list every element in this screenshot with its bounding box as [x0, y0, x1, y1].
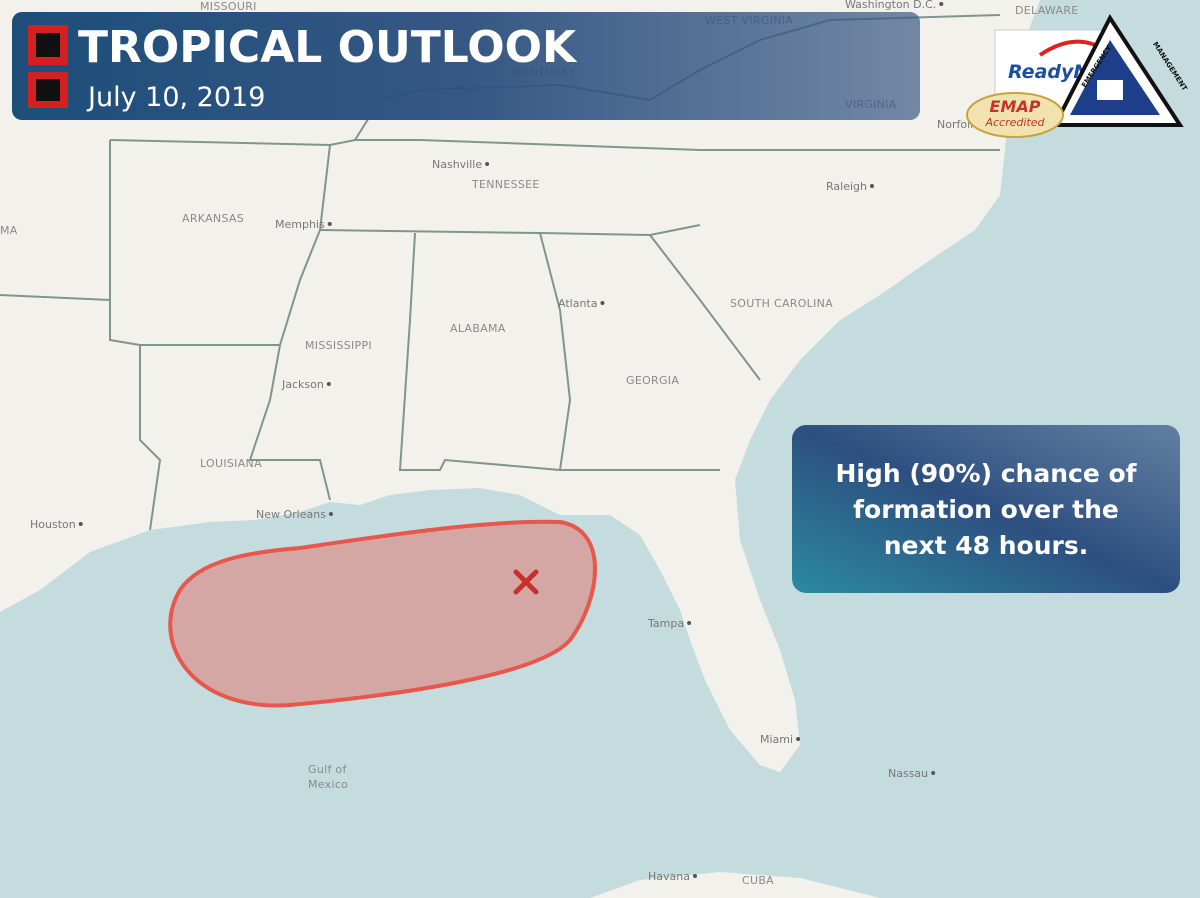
map-label: Norfolk — [937, 118, 977, 131]
map-label: Mexico — [308, 778, 348, 791]
map-label: MA — [0, 224, 18, 237]
map-label: Tampa — [647, 617, 684, 630]
city-dot — [600, 301, 605, 305]
title-banner — [12, 12, 920, 120]
callout-line: High (90%) chance of — [835, 459, 1137, 488]
map-label: New Orleans — [256, 508, 326, 521]
title-icon-inner — [36, 33, 60, 57]
map-label: Raleigh — [826, 180, 867, 193]
city-dot — [326, 382, 331, 386]
callout-line: formation over the — [853, 495, 1119, 524]
date-icon-inner — [36, 79, 60, 101]
city-dot — [485, 162, 490, 166]
city-dot — [328, 512, 333, 516]
map-label: MISSISSIPPI — [305, 339, 372, 352]
nc-flag — [1097, 80, 1123, 100]
map-label: SOUTH CAROLINA — [730, 297, 833, 310]
title: TROPICAL OUTLOOK — [78, 22, 578, 73]
date: July 10, 2019 — [86, 82, 265, 113]
map-label: Atlanta — [558, 297, 597, 310]
accredited: Accredited — [984, 116, 1045, 129]
emap: EMAP — [990, 97, 1041, 116]
map-label: Nashville — [432, 158, 482, 171]
city-dot — [931, 771, 936, 775]
map-label: ALABAMA — [450, 322, 506, 335]
city-dot — [796, 737, 801, 741]
map-label: ARKANSAS — [182, 212, 244, 225]
map-label: Havana — [648, 870, 690, 883]
emap-seal — [966, 92, 1064, 138]
callout-line: next 48 hours. — [884, 531, 1089, 560]
city-dot — [869, 184, 874, 188]
city-dot — [939, 2, 944, 6]
map-label: DELAWARE — [1015, 4, 1079, 17]
em-inner — [1070, 40, 1160, 115]
map-label: MISSOURI — [200, 0, 257, 13]
cuba — [590, 872, 880, 898]
map-label: TENNESSEE — [471, 178, 540, 191]
callout-box — [792, 425, 1180, 593]
map-label: Houston — [30, 518, 76, 531]
map-label: Gulf of — [308, 763, 347, 776]
city-dot — [692, 874, 697, 878]
swoosh — [1038, 39, 1096, 57]
disturbance-x — [513, 569, 539, 595]
map-label: Jackson — [281, 378, 324, 391]
map-label: GEORGIA — [626, 374, 679, 387]
formation-area — [168, 519, 597, 708]
map-label: Nassau — [888, 767, 928, 780]
city-dot — [327, 222, 332, 226]
map-label: Miami — [760, 733, 793, 746]
map-label: CUBA — [742, 874, 774, 887]
map-label: Washington D.C. — [845, 0, 936, 11]
map-label: LOUISIANA — [200, 457, 262, 470]
city-dot — [78, 522, 83, 526]
map-label: Memphis — [275, 218, 325, 231]
em-nc: NORTH CAROLINA — [1082, 116, 1153, 124]
logo: ReadyNC NORTH CAROLINA EMERGENCY MANAGEM… — [966, 14, 1189, 138]
city-dot — [687, 621, 692, 625]
